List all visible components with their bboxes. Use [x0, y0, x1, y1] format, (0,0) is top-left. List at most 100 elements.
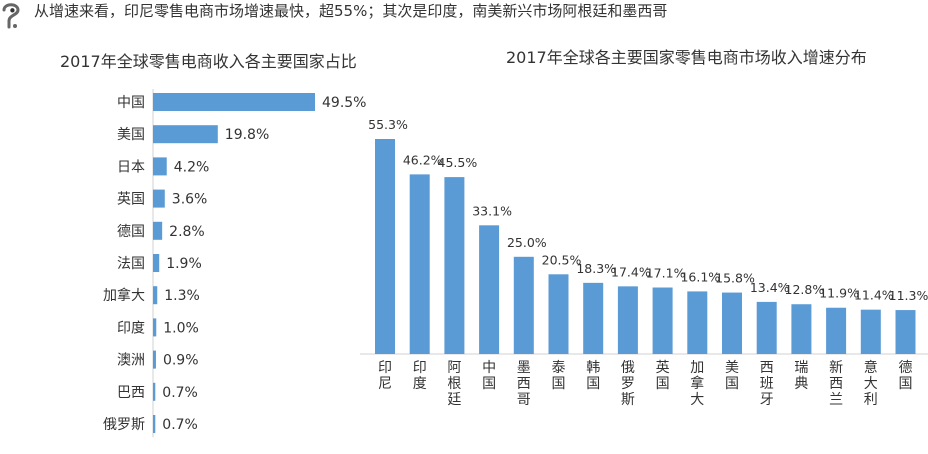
- left-bar: [153, 125, 218, 144]
- right-category-label: 俄: [621, 360, 635, 376]
- left-bar: [153, 350, 156, 369]
- right-category-label: 泰: [552, 360, 566, 376]
- right-value-label: 25.0%: [507, 235, 547, 250]
- left-category-label: 法国: [117, 256, 145, 272]
- right-category-label: 国: [586, 376, 600, 392]
- right-category-label: 国: [552, 376, 566, 392]
- left-bar: [153, 254, 160, 272]
- right-bar: [826, 307, 847, 354]
- left-category-label: 英国: [117, 191, 145, 208]
- left-bar: [153, 382, 156, 401]
- left-value-label: 1.9%: [166, 256, 202, 272]
- right-category-label: 大: [864, 376, 878, 392]
- left-chart-title: 2017年全球零售电商收入各主要国家占比: [60, 52, 357, 71]
- left-value-label: 0.9%: [163, 353, 199, 369]
- left-category-label: 印度: [117, 320, 145, 336]
- left-value-label: 3.6%: [172, 192, 208, 208]
- left-value-label: 4.2%: [174, 159, 210, 175]
- right-bar: [687, 291, 708, 354]
- headline: • 从增速来看，印尼零售电商市场增速最快，超55%；其次是印度，南美新兴市场阿根廷…: [8, 0, 667, 22]
- left-category-label: 澳洲: [117, 353, 145, 369]
- right-bar: [860, 309, 881, 354]
- right-value-label: 11.9%: [819, 286, 859, 301]
- right-bar: [895, 310, 916, 354]
- right-bar: [722, 292, 742, 354]
- right-category-label: 新: [829, 360, 843, 376]
- right-bar: [479, 225, 500, 354]
- left-category-label: 德国: [117, 224, 145, 240]
- left-bar: [153, 318, 157, 337]
- right-category-label: 大: [690, 392, 704, 408]
- left-value-label: 0.7%: [162, 385, 198, 401]
- logo-icon: [2, 3, 20, 29]
- left-category-label: 美国: [117, 127, 145, 143]
- right-value-label: 45.5%: [438, 155, 478, 170]
- right-category-label: 度: [413, 376, 427, 392]
- left-value-label: 1.0%: [163, 320, 199, 336]
- right-category-label: 英: [656, 359, 670, 376]
- right-bar: [409, 174, 430, 354]
- right-category-label: 国: [482, 376, 496, 392]
- right-category-label: 德: [899, 360, 913, 376]
- right-value-label: 18.3%: [576, 261, 616, 276]
- left-category-label: 中国: [117, 95, 145, 111]
- right-category-label: 加: [690, 360, 704, 376]
- left-bar: [153, 157, 167, 176]
- right-category-label: 典: [794, 376, 808, 392]
- right-value-label: 13.4%: [750, 280, 790, 295]
- left-value-label: 2.8%: [169, 224, 205, 240]
- right-bar: [652, 287, 673, 354]
- right-category-label: 班: [760, 376, 774, 392]
- right-bar: [375, 139, 395, 354]
- right-value-label: 11.3%: [889, 288, 928, 303]
- right-bar: [444, 177, 465, 354]
- left-bar: [153, 189, 165, 208]
- left-value-label: 1.3%: [164, 288, 200, 304]
- right-chart-title: 2017年全球各主要国家零售电商市场收入增速分布: [506, 48, 867, 67]
- left-category-label: 巴西: [117, 385, 145, 401]
- left-value-label: 49.5%: [322, 95, 366, 111]
- right-value-label: 17.1%: [646, 266, 686, 281]
- right-category-label: 西: [517, 376, 531, 392]
- right-category-label: 廷: [447, 392, 461, 408]
- right-value-label: 11.4%: [854, 288, 894, 303]
- right-category-label: 根: [447, 376, 461, 392]
- right-category-label: 墨: [517, 360, 531, 376]
- right-category-label: 国: [725, 376, 739, 392]
- right-value-label: 33.1%: [472, 203, 512, 218]
- right-bar: [583, 282, 604, 354]
- right-value-label: 46.2%: [403, 152, 443, 167]
- right-category-label: 印: [378, 360, 392, 376]
- left-bar: [153, 93, 315, 111]
- right-category-label: 美: [725, 360, 739, 376]
- right-category-label: 西: [760, 360, 774, 376]
- right-category-label: 西: [829, 376, 843, 392]
- right-bar: [791, 304, 812, 354]
- headline-text: 从增速来看，印尼零售电商市场增速最快，超55%；其次是印度，南美新兴市场阿根廷和…: [34, 2, 668, 20]
- left-category-label: 俄罗斯: [103, 417, 145, 433]
- right-category-label: 拿: [690, 375, 704, 392]
- right-value-label: 17.4%: [611, 264, 651, 279]
- left-value-label: 0.7%: [162, 417, 198, 433]
- right-category-label: 国: [656, 376, 670, 392]
- right-category-label: 罗: [621, 376, 635, 392]
- right-category-label: 国: [899, 376, 913, 392]
- right-category-label: 兰: [829, 392, 843, 408]
- left-category-label: 加拿大: [103, 287, 145, 304]
- right-value-label: 16.1%: [680, 269, 720, 284]
- right-category-label: 阿: [447, 360, 461, 376]
- right-category-label: 中: [482, 360, 496, 376]
- right-value-label: 15.8%: [715, 271, 755, 286]
- right-category-label: 韩: [586, 360, 600, 376]
- right-bar: [548, 274, 569, 354]
- left-bar: [153, 286, 158, 305]
- right-bar: [617, 286, 638, 354]
- right-category-label: 瑞: [794, 360, 808, 376]
- left-category-label: 日本: [117, 159, 145, 175]
- right-bar: [513, 256, 534, 354]
- right-category-label: 利: [864, 392, 878, 408]
- right-category-label: 印: [413, 360, 427, 376]
- right-category-label: 哥: [517, 392, 531, 408]
- left-bar: [153, 221, 163, 240]
